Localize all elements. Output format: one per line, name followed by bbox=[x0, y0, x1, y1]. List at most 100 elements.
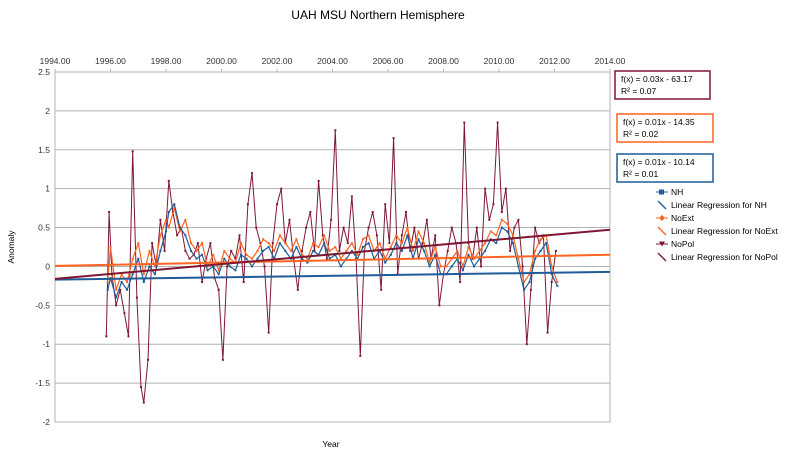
legend-label: NH bbox=[671, 187, 683, 197]
data-point-noext bbox=[356, 253, 359, 256]
data-point-nh bbox=[142, 281, 145, 283]
data-point-noext bbox=[148, 249, 151, 252]
data-point-noext bbox=[217, 269, 220, 272]
x-tick-label: 2014.00 bbox=[595, 56, 626, 66]
data-point-nopol bbox=[438, 304, 441, 307]
data-point-nh bbox=[489, 238, 492, 241]
data-point-nh bbox=[190, 249, 192, 252]
data-point-nopol bbox=[521, 265, 524, 268]
data-point-noext bbox=[212, 253, 215, 256]
data-point-noext bbox=[323, 234, 326, 237]
y-tick-label: 0.5 bbox=[38, 223, 50, 233]
data-point-nh bbox=[339, 265, 342, 268]
legend-item: NoPol bbox=[656, 239, 694, 249]
data-point-nopol bbox=[140, 386, 142, 388]
data-point-nopol bbox=[367, 226, 370, 229]
equation-noext: f(x) = 0.01x - 14.35 bbox=[623, 117, 695, 127]
data-point-noext bbox=[159, 234, 162, 237]
data-point-nopol bbox=[267, 331, 270, 334]
gridlines bbox=[55, 71, 610, 423]
data-point-nh bbox=[528, 281, 531, 283]
data-point-nh bbox=[159, 249, 162, 252]
data-point-nopol bbox=[119, 288, 122, 291]
data-point-nopol bbox=[242, 281, 245, 283]
x-tick-label: 2012.00 bbox=[539, 56, 570, 66]
data-point-noext bbox=[378, 242, 381, 245]
data-point-noext bbox=[484, 242, 487, 245]
data-point-noext bbox=[523, 281, 525, 283]
data-point-nh bbox=[228, 265, 231, 268]
data-point-nopol bbox=[135, 296, 138, 299]
data-point-nh bbox=[295, 246, 298, 248]
data-point-nopol bbox=[221, 358, 224, 361]
data-point-nopol bbox=[392, 137, 395, 140]
data-point-nh bbox=[406, 234, 409, 237]
data-point-noext bbox=[278, 234, 281, 237]
data-point-noext bbox=[345, 249, 348, 252]
legend: NH Linear Regression for NH NoExt Linear Re… bbox=[656, 187, 778, 262]
data-point-nopol bbox=[325, 257, 328, 260]
data-point-nopol bbox=[413, 226, 416, 229]
data-point-nh bbox=[539, 249, 542, 252]
data-point-noext bbox=[142, 273, 145, 276]
legend-item: NH bbox=[656, 187, 683, 197]
data-point-noext bbox=[439, 265, 442, 268]
data-point-nh bbox=[473, 265, 475, 268]
data-point-nopol bbox=[405, 211, 407, 213]
data-point-nopol bbox=[517, 218, 520, 221]
data-point-noext bbox=[495, 234, 498, 237]
y-tick-label: 1.5 bbox=[38, 145, 50, 155]
data-point-nopol bbox=[184, 249, 187, 252]
data-point-nh bbox=[517, 265, 520, 268]
y-tick-label: 2 bbox=[45, 106, 50, 116]
data-point-nh bbox=[201, 253, 204, 256]
data-point-nh bbox=[534, 257, 537, 260]
data-point-noext bbox=[178, 230, 181, 233]
data-point-nopol bbox=[309, 211, 312, 213]
data-point-nh bbox=[428, 265, 431, 268]
data-point-noext bbox=[534, 249, 537, 252]
data-point-nh bbox=[165, 230, 167, 233]
data-point-noext bbox=[550, 265, 553, 268]
data-point-noext bbox=[478, 249, 481, 252]
data-point-noext bbox=[528, 273, 531, 276]
data-point-nopol bbox=[246, 203, 249, 206]
data-point-nopol bbox=[375, 234, 378, 237]
data-point-nh bbox=[395, 242, 398, 245]
legend-item: Linear Regression for NoExt bbox=[657, 226, 778, 236]
data-point-nh bbox=[131, 273, 134, 276]
data-point-nh bbox=[356, 257, 359, 260]
data-point-nopol bbox=[359, 354, 362, 357]
data-point-noext bbox=[106, 281, 109, 283]
series-line-nopol bbox=[105, 122, 557, 404]
data-point-noext bbox=[556, 281, 559, 283]
chart-title: UAH MSU Northern Hemisphere bbox=[291, 8, 465, 22]
data-point-nh bbox=[262, 249, 265, 252]
data-point-nopol bbox=[500, 211, 503, 213]
equation-box-nh: f(x) = 0.01x - 10.14 R² = 0.01 bbox=[616, 153, 714, 183]
data-point-noext bbox=[445, 265, 448, 268]
data-point-noext bbox=[201, 242, 204, 245]
data-point-nopol bbox=[238, 234, 241, 237]
data-point-nopol bbox=[142, 401, 145, 404]
y-tick-label: -2 bbox=[42, 417, 50, 427]
data-point-nh bbox=[239, 253, 242, 256]
equation-box-nopol: f(x) = 0.03x - 63.17 R² = 0.07 bbox=[614, 70, 711, 100]
data-point-nh bbox=[148, 265, 151, 268]
data-point-nh bbox=[500, 226, 503, 229]
regression-line-noext bbox=[54, 253, 611, 267]
data-point-nopol bbox=[421, 242, 424, 245]
data-point-nopol bbox=[330, 218, 333, 221]
data-point-nopol bbox=[554, 249, 557, 252]
data-point-noext bbox=[267, 242, 270, 245]
data-point-nopol bbox=[313, 249, 316, 252]
data-point-noext bbox=[517, 257, 520, 260]
data-point-nh bbox=[306, 261, 309, 264]
data-point-nopol bbox=[400, 234, 403, 237]
data-point-nh bbox=[312, 249, 315, 252]
data-point-noext bbox=[362, 238, 364, 241]
data-point-noext bbox=[131, 257, 134, 260]
data-point-nopol bbox=[446, 249, 449, 252]
y-tick-label: -0.5 bbox=[35, 300, 50, 310]
